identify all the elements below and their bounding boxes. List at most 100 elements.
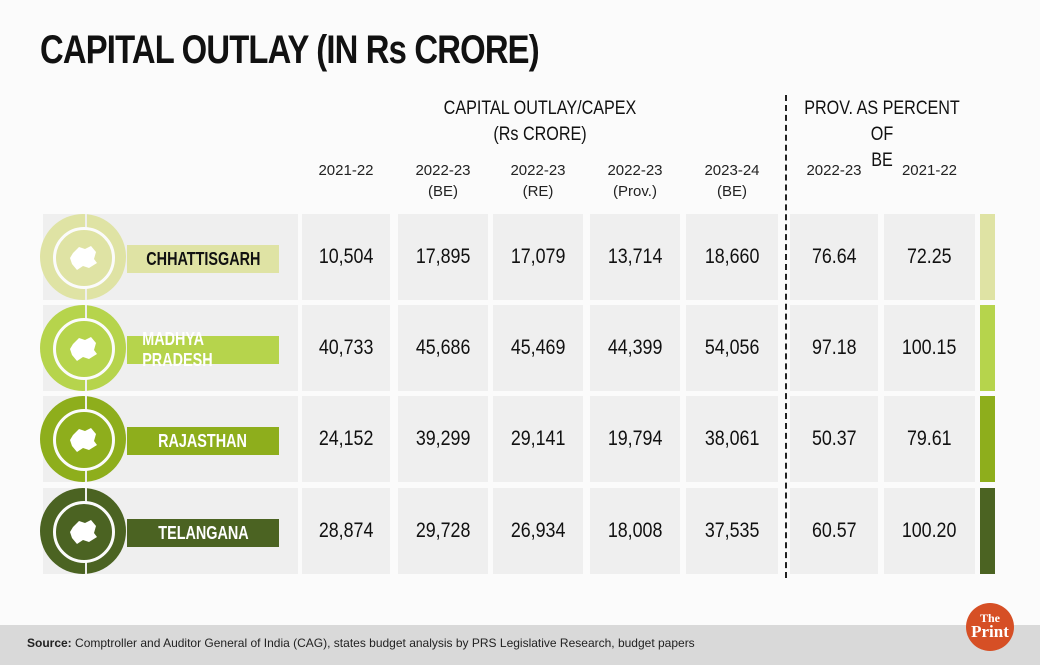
cell-value: 100.20 — [902, 519, 957, 542]
table-cell: 17,895 — [398, 214, 488, 300]
cell-value: 50.37 — [811, 427, 857, 450]
cell-value: 100.15 — [902, 336, 957, 359]
table-cell: 18,660 — [686, 214, 778, 300]
cell-value: 54,056 — [704, 336, 760, 359]
table-cell: 40,733 — [302, 305, 390, 391]
table-row: TELANGANA 28,874 29,728 26,934 18,008 37,535 6… — [0, 488, 1000, 574]
column-header: 2023-24 (BE) — [686, 160, 778, 202]
table-cell: 17,079 — [493, 214, 583, 300]
column-header-year: 2021-22 — [318, 162, 374, 179]
table-cell: 29,141 — [493, 396, 583, 482]
cell-value: 18,008 — [607, 519, 663, 542]
row-color-bar — [980, 214, 995, 300]
state-label: RAJASTHAN — [127, 427, 279, 455]
table-row: RAJASTHAN 24,152 39,299 29,141 19,794 38,061 5… — [0, 396, 1000, 482]
state-label: TELANGANA — [127, 519, 279, 547]
cell-value: 39,299 — [415, 427, 471, 450]
cell-value: 19,794 — [607, 427, 663, 450]
table-cell: 44,399 — [590, 305, 680, 391]
table-cell: 100.15 — [884, 305, 975, 391]
table-cell: 60.57 — [790, 488, 878, 574]
table-cell: 24,152 — [302, 396, 390, 482]
cell-value: 45,686 — [415, 336, 471, 359]
source-text: Comptroller and Auditor General of India… — [71, 636, 695, 650]
cell-value: 60.57 — [811, 519, 857, 542]
telangana-map-icon — [53, 501, 115, 563]
row-color-bar — [980, 488, 995, 574]
column-header-year: 2022-23 — [607, 162, 663, 179]
table-cell: 38,061 — [686, 396, 778, 482]
rajasthan-map-icon — [53, 409, 115, 471]
theprint-logo: The Print — [966, 603, 1014, 651]
state-name: MADHYA PRADESH — [142, 329, 213, 370]
row-color-bar — [980, 305, 995, 391]
source-label: Source: — [27, 636, 72, 650]
divider — [785, 95, 787, 578]
header-line: BE — [871, 150, 893, 171]
table-cell: 100.20 — [884, 488, 975, 574]
column-header-year: 2022-23 — [806, 162, 862, 179]
header-line: PROV. AS PERCENT OF — [804, 98, 960, 145]
cell-value: 18,660 — [704, 245, 760, 268]
table-cell: 45,686 — [398, 305, 488, 391]
cell-value: 10,504 — [318, 245, 374, 268]
column-header-type: (BE) — [428, 183, 458, 200]
cell-value: 13,714 — [607, 245, 663, 268]
chhattisgarh-map-icon — [53, 227, 115, 289]
cell-value: 37,535 — [704, 519, 760, 542]
table-row: CHHATTISGARH 10,504 17,895 17,079 13,714 18,6… — [0, 214, 1000, 300]
cell-value: 17,079 — [510, 245, 566, 268]
column-header: 2021-22 — [302, 160, 390, 181]
state-label: MADHYA PRADESH — [127, 329, 279, 370]
table-cell: 19,794 — [590, 396, 680, 482]
table-cell: 10,504 — [302, 214, 390, 300]
cell-value: 76.64 — [811, 245, 857, 268]
madhya-pradesh-map-icon — [53, 318, 115, 380]
state-label: CHHATTISGARH — [127, 245, 279, 273]
cell-value: 97.18 — [811, 336, 857, 359]
cell-value: 40,733 — [318, 336, 374, 359]
table-cell: 37,535 — [686, 488, 778, 574]
column-header: 2022-23 (BE) — [398, 160, 488, 202]
table-cell: 45,469 — [493, 305, 583, 391]
table-row: MADHYA PRADESH 40,733 45,686 45,469 44,399 54… — [0, 305, 1000, 391]
footer: Source: Comptroller and Auditor General … — [0, 625, 1040, 665]
column-header: 2022-23 (RE) — [493, 160, 583, 202]
column-header: 2021-22 — [884, 160, 975, 181]
table-cell: 29,728 — [398, 488, 488, 574]
column-header-year: 2023-24 — [704, 162, 760, 179]
header-line: (Rs CRORE) — [493, 124, 587, 145]
cell-value: 45,469 — [510, 336, 566, 359]
table-cell: 76.64 — [790, 214, 878, 300]
table-cell: 72.25 — [884, 214, 975, 300]
cell-value: 26,934 — [510, 519, 566, 542]
column-header: 2022-23 — [790, 160, 878, 181]
column-header: 2022-23 (Prov.) — [590, 160, 680, 202]
cell-value: 44,399 — [607, 336, 663, 359]
cell-value: 28,874 — [318, 519, 374, 542]
column-header-type: (RE) — [522, 183, 554, 200]
cell-value: 72.25 — [907, 245, 952, 268]
table-cell: 18,008 — [590, 488, 680, 574]
cell-value: 17,895 — [415, 245, 471, 268]
cell-value: 29,141 — [510, 427, 566, 450]
cell-value: 29,728 — [415, 519, 471, 542]
column-header-year: 2022-23 — [415, 162, 471, 179]
row-color-bar — [980, 396, 995, 482]
state-name: TELANGANA — [157, 522, 249, 543]
state-name: RAJASTHAN — [158, 430, 248, 451]
column-header-year: 2022-23 — [510, 162, 566, 179]
prov-group-header: PROV. AS PERCENT OF BE — [800, 96, 963, 174]
table-cell: 28,874 — [302, 488, 390, 574]
capex-group-header: CAPITAL OUTLAY/CAPEX (Rs CRORE) — [438, 96, 642, 148]
table-cell: 13,714 — [590, 214, 680, 300]
column-header-type: (Prov.) — [613, 183, 657, 200]
table-cell: 97.18 — [790, 305, 878, 391]
header-line: CAPITAL OUTLAY/CAPEX — [443, 98, 637, 119]
cell-value: 24,152 — [318, 427, 374, 450]
page-title: CAPITAL OUTLAY (IN Rs CRORE) — [40, 28, 540, 72]
table-cell: 26,934 — [493, 488, 583, 574]
table-cell: 54,056 — [686, 305, 778, 391]
table-cell: 50.37 — [790, 396, 878, 482]
column-header-year: 2021-22 — [901, 162, 958, 179]
